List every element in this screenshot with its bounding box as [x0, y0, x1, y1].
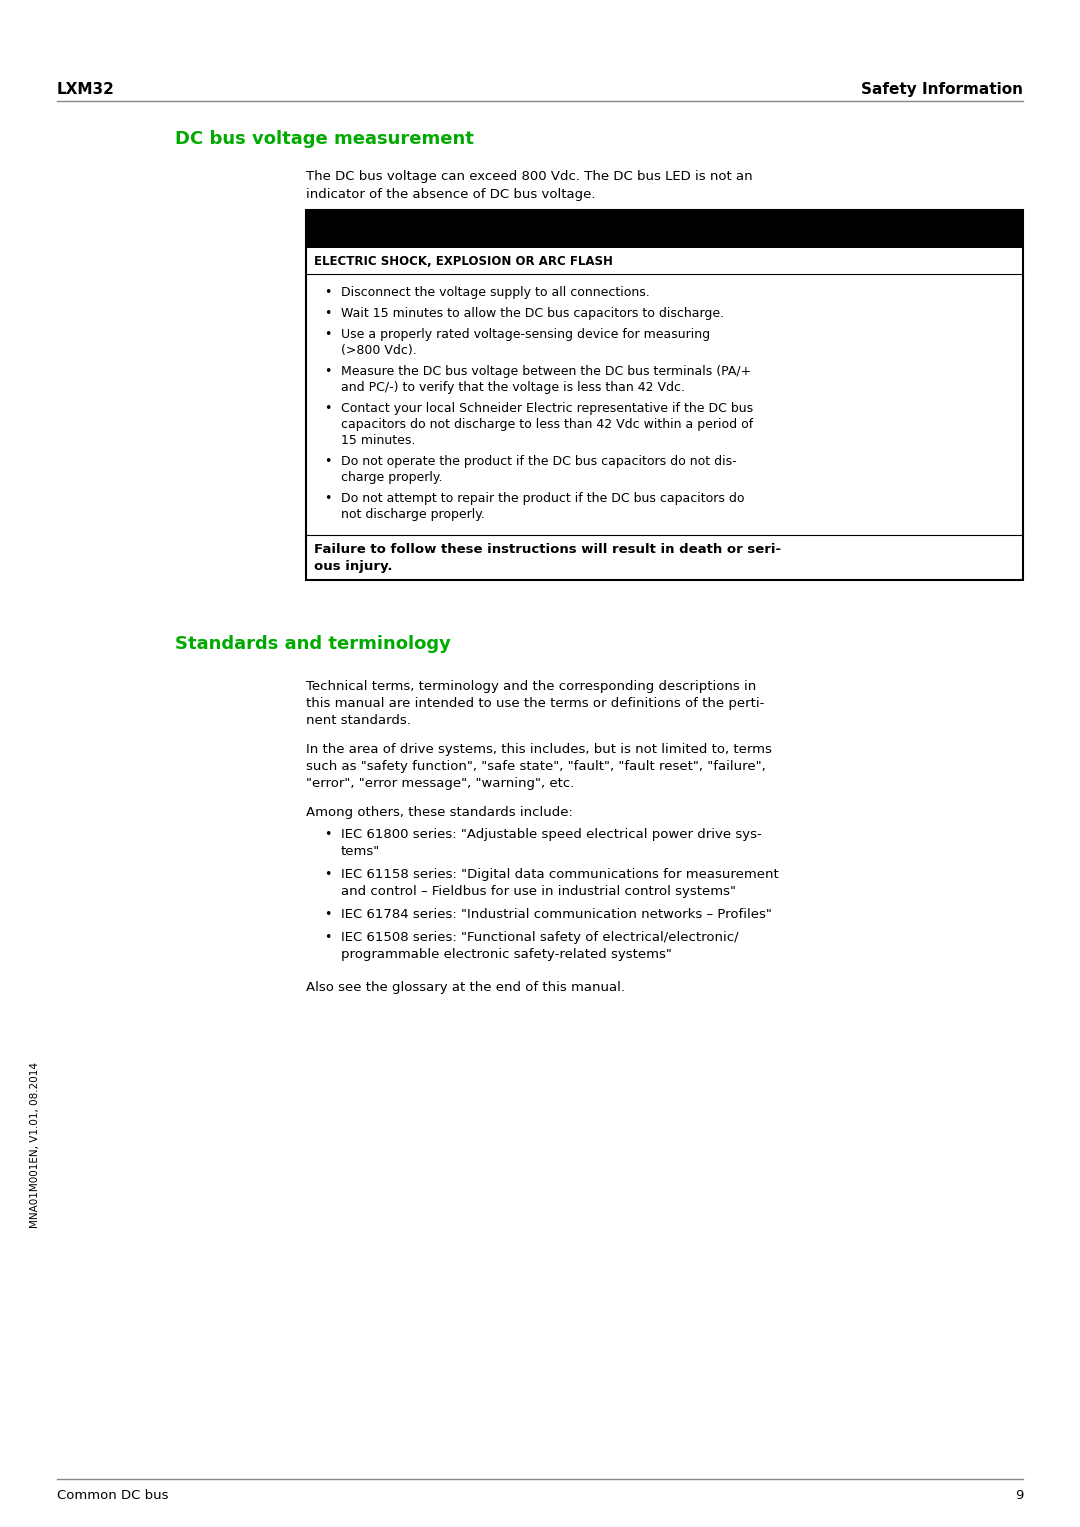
- Text: •: •: [324, 828, 332, 841]
- Text: nent standards.: nent standards.: [306, 715, 410, 727]
- Text: IEC 61784 series: "Industrial communication networks – Profiles": IEC 61784 series: "Industrial communicat…: [341, 909, 772, 921]
- Text: IEC 61800 series: "Adjustable speed electrical power drive sys-: IEC 61800 series: "Adjustable speed elec…: [341, 828, 761, 841]
- Text: indicator of the absence of DC bus voltage.: indicator of the absence of DC bus volta…: [306, 188, 595, 202]
- Text: such as "safety function", "safe state", "fault", "fault reset", "failure",: such as "safety function", "safe state",…: [306, 760, 766, 773]
- Text: •: •: [324, 867, 332, 881]
- Text: •: •: [324, 931, 332, 944]
- Text: DC bus voltage measurement: DC bus voltage measurement: [175, 130, 474, 148]
- Text: Common DC bus: Common DC bus: [57, 1489, 168, 1503]
- Text: Contact your local Schneider Electric representative if the DC bus: Contact your local Schneider Electric re…: [341, 402, 753, 415]
- Text: IEC 61158 series: "Digital data communications for measurement: IEC 61158 series: "Digital data communic…: [341, 867, 779, 881]
- Text: tems": tems": [341, 844, 380, 858]
- Text: Wait 15 minutes to allow the DC bus capacitors to discharge.: Wait 15 minutes to allow the DC bus capa…: [341, 307, 724, 321]
- Text: Disconnect the voltage supply to all connections.: Disconnect the voltage supply to all con…: [341, 286, 650, 299]
- Text: •: •: [324, 286, 332, 299]
- Text: "error", "error message", "warning", etc.: "error", "error message", "warning", etc…: [306, 777, 575, 789]
- Text: Measure the DC bus voltage between the DC bus terminals (PA/+: Measure the DC bus voltage between the D…: [341, 365, 752, 379]
- Text: Technical terms, terminology and the corresponding descriptions in: Technical terms, terminology and the cor…: [306, 680, 756, 693]
- Text: ous injury.: ous injury.: [314, 560, 392, 573]
- Text: •: •: [324, 909, 332, 921]
- Text: Failure to follow these instructions will result in death or seri-: Failure to follow these instructions wil…: [314, 544, 781, 556]
- Text: Safety Information: Safety Information: [861, 82, 1023, 98]
- Text: •: •: [324, 328, 332, 341]
- Text: MNA01M001EN, V1.01, 08.2014: MNA01M001EN, V1.01, 08.2014: [30, 1063, 40, 1228]
- Text: ELECTRIC SHOCK, EXPLOSION OR ARC FLASH: ELECTRIC SHOCK, EXPLOSION OR ARC FLASH: [314, 255, 612, 269]
- Text: LXM32: LXM32: [57, 82, 114, 98]
- Text: ⚠  ⚠  DANGER: ⚠ ⚠ DANGER: [588, 215, 742, 235]
- Bar: [306, 211, 1023, 580]
- Text: and control – Fieldbus for use in industrial control systems": and control – Fieldbus for use in indust…: [341, 886, 735, 898]
- Text: Among others, these standards include:: Among others, these standards include:: [306, 806, 572, 818]
- Text: •: •: [324, 402, 332, 415]
- Text: •: •: [324, 307, 332, 321]
- Text: 15 minutes.: 15 minutes.: [341, 434, 416, 447]
- Text: IEC 61508 series: "Functional safety of electrical/electronic/: IEC 61508 series: "Functional safety of …: [341, 931, 739, 944]
- Text: Standards and terminology: Standards and terminology: [175, 635, 450, 654]
- Text: The DC bus voltage can exceed 800 Vdc. The DC bus LED is not an: The DC bus voltage can exceed 800 Vdc. T…: [306, 169, 753, 183]
- Text: and PC/-) to verify that the voltage is less than 42 Vdc.: and PC/-) to verify that the voltage is …: [341, 382, 685, 394]
- Text: In the area of drive systems, this includes, but is not limited to, terms: In the area of drive systems, this inclu…: [306, 744, 772, 756]
- Text: 9: 9: [1014, 1489, 1023, 1503]
- Text: Also see the glossary at the end of this manual.: Also see the glossary at the end of this…: [306, 980, 625, 994]
- Text: programmable electronic safety-related systems": programmable electronic safety-related s…: [341, 948, 672, 960]
- Text: charge properly.: charge properly.: [341, 470, 443, 484]
- Text: •: •: [324, 365, 332, 379]
- Text: this manual are intended to use the terms or definitions of the perti-: this manual are intended to use the term…: [306, 696, 765, 710]
- Bar: [306, 211, 1023, 247]
- Text: Do not operate the product if the DC bus capacitors do not dis-: Do not operate the product if the DC bus…: [341, 455, 737, 467]
- Text: capacitors do not discharge to less than 42 Vdc within a period of: capacitors do not discharge to less than…: [341, 418, 753, 431]
- Text: (>800 Vdc).: (>800 Vdc).: [341, 344, 417, 357]
- Text: •: •: [324, 492, 332, 505]
- Text: not discharge properly.: not discharge properly.: [341, 508, 485, 521]
- Text: Use a properly rated voltage-sensing device for measuring: Use a properly rated voltage-sensing dev…: [341, 328, 711, 341]
- Text: Do not attempt to repair the product if the DC bus capacitors do: Do not attempt to repair the product if …: [341, 492, 744, 505]
- Text: •: •: [324, 455, 332, 467]
